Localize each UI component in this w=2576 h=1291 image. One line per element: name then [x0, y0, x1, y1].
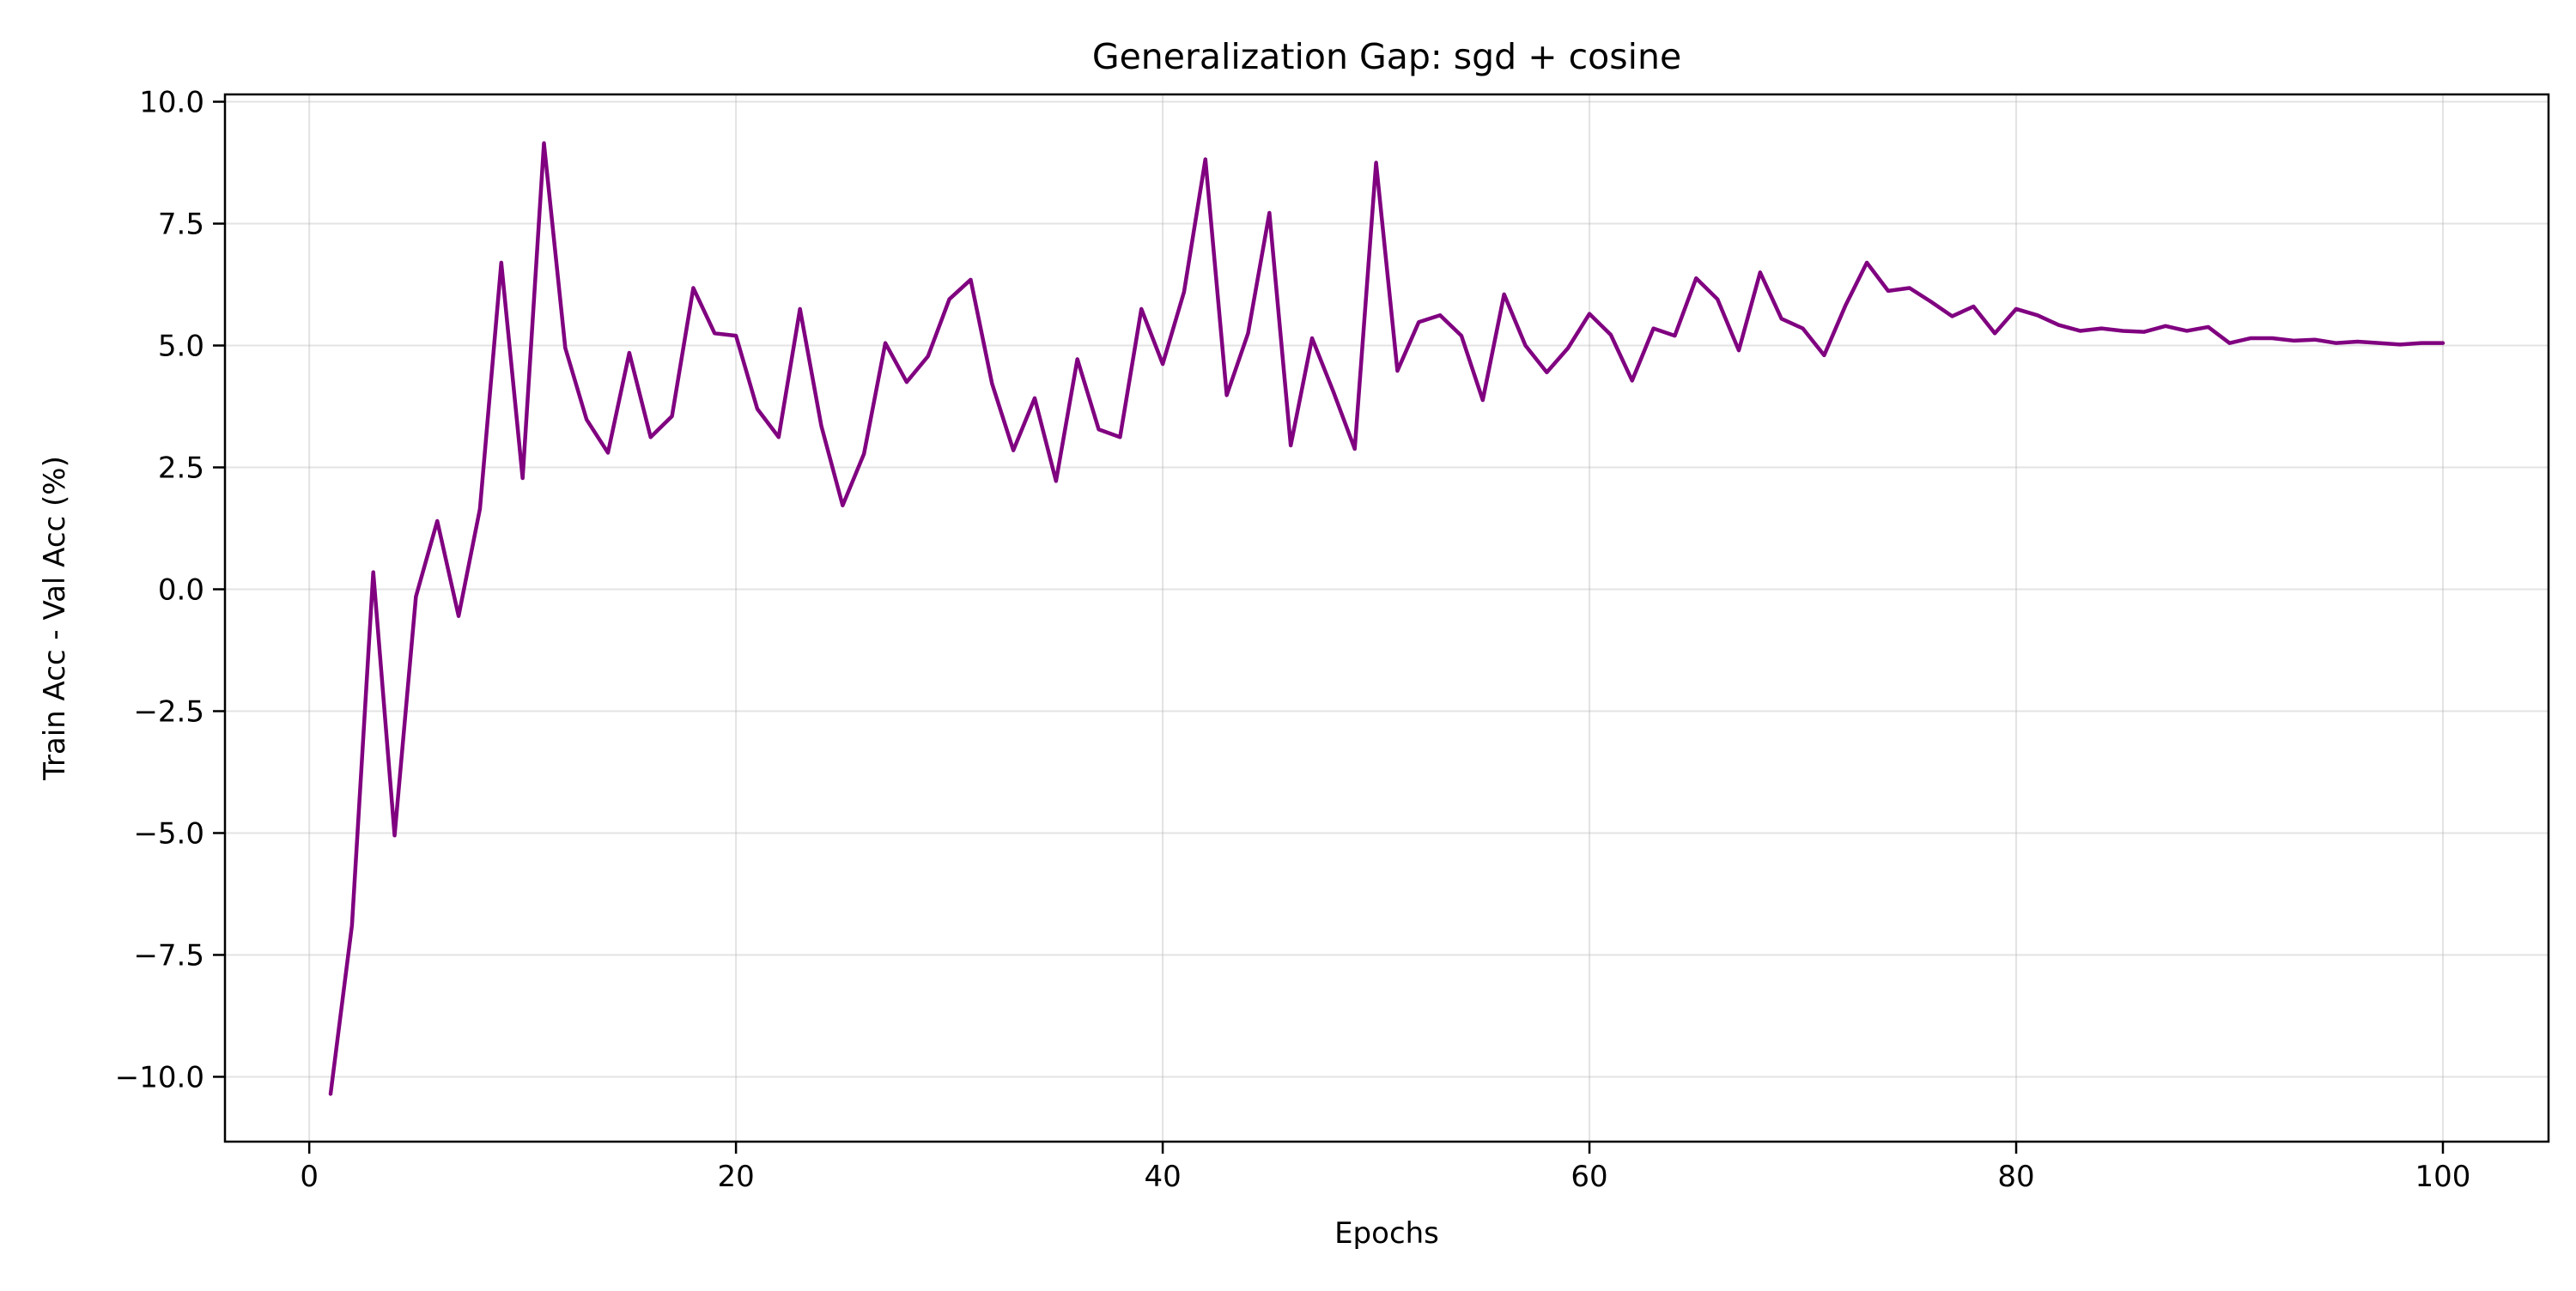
- x-tick-label: 0: [300, 1160, 319, 1194]
- plot-frame: [223, 93, 2550, 1143]
- y-tick-label: 7.5: [158, 208, 204, 242]
- x-tick-label: 20: [717, 1160, 754, 1194]
- chart-title: Generalization Gap: sgd + cosine: [1092, 36, 1681, 77]
- y-tick-label: 0.0: [158, 573, 204, 607]
- y-tick-label: −7.5: [133, 938, 204, 973]
- y-axis-label: Train Acc - Val Acc (%): [38, 456, 72, 781]
- series-line: [328, 141, 2445, 1096]
- x-tick-label: 100: [2415, 1160, 2471, 1194]
- y-tick-label: −2.5: [133, 694, 204, 729]
- y-tick-label: 5.0: [158, 330, 204, 364]
- x-tick-label: 40: [1144, 1160, 1181, 1194]
- y-tick-label: 2.5: [158, 451, 204, 485]
- y-tick-label: −5.0: [133, 816, 204, 851]
- x-axis-ticks: 0 20 40 60 80 100: [300, 1142, 2470, 1194]
- y-axis-ticks: −10.0 −7.5 −5.0 −2.5 0.0 2.5 5.0 7.5 10.0: [115, 86, 225, 1094]
- x-axis-label: Epochs: [1334, 1216, 1439, 1251]
- x-tick-label: 80: [1997, 1160, 2034, 1194]
- series-layer: [328, 141, 2445, 1096]
- grid-lines: [225, 94, 2549, 1142]
- y-tick-label: −10.0: [115, 1060, 204, 1094]
- x-tick-label: 60: [1571, 1160, 1607, 1194]
- y-tick-label: 10.0: [139, 86, 204, 120]
